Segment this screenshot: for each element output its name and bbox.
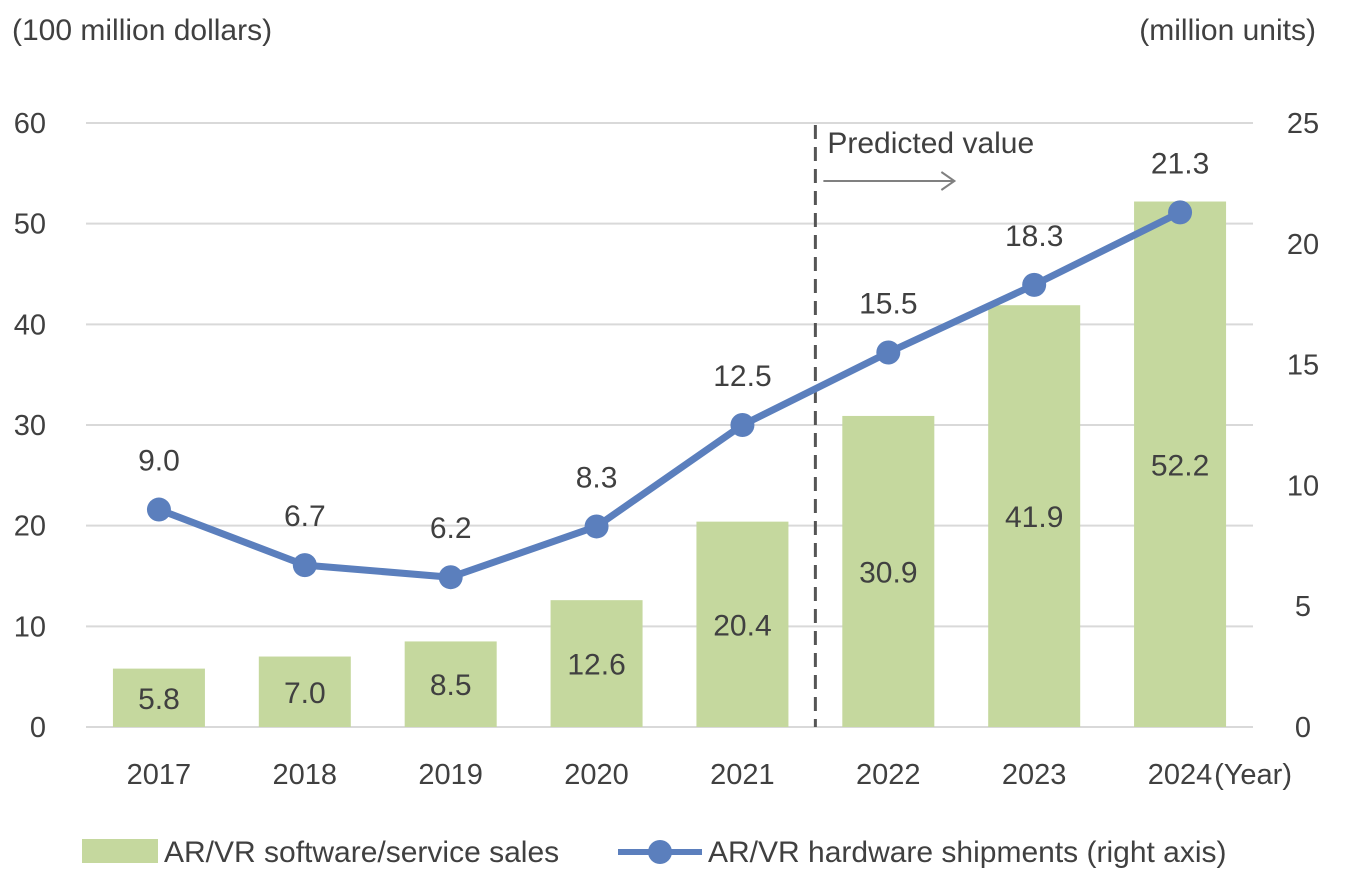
- right-axis-tick-label: 20: [1287, 229, 1319, 261]
- right-axis-tick-label: 10: [1287, 470, 1319, 502]
- left-axis-tick-label: 40: [14, 309, 46, 341]
- x-axis-tick-label: 2017: [127, 759, 192, 791]
- x-axis-tick-label: 2023: [1002, 759, 1067, 791]
- line-value-label: 12.5: [713, 360, 771, 393]
- x-axis-tick-label: 2021: [710, 759, 775, 791]
- line-value-label: 6.7: [284, 500, 326, 533]
- bar-value-label: 30.9: [859, 556, 917, 589]
- line-value-label: 6.2: [430, 512, 472, 545]
- x-axis-tick-label: 2022: [856, 759, 921, 791]
- line-value-label: 9.0: [138, 445, 180, 478]
- bar-value-label: 41.9: [1005, 501, 1063, 534]
- axes: (100 million dollars) (million units) 0 1…: [12, 14, 1319, 791]
- x-axis-tick-label: 2019: [418, 759, 483, 791]
- x-axis-tick-label: 2020: [564, 759, 629, 791]
- right-axis-tick-label: 0: [1295, 712, 1311, 744]
- gridlines: [86, 122, 1253, 728]
- bar: [258, 656, 351, 727]
- legend: AR/VR software/service sales AR/VR hardw…: [82, 836, 1227, 869]
- bar-series: 5.8 7.0 8.5 12.6 20.4 30.9 41.9 52.2: [112, 201, 1227, 727]
- line-point: [1022, 272, 1047, 297]
- line-value-label: 21.3: [1151, 147, 1209, 180]
- line-series: 9.0 6.7 6.2 8.3 12.5 15.5 18.3 21.3: [138, 147, 1209, 590]
- bar-value-label: 20.4: [713, 609, 771, 642]
- prediction-annotation: Predicted value: [813, 125, 1034, 727]
- x-axis-unit-label: (Year): [1214, 759, 1292, 791]
- line-point: [876, 340, 901, 365]
- line-value-label: 18.3: [1005, 220, 1063, 253]
- left-axis-tick-label: 60: [14, 108, 46, 140]
- bar-value-label: 12.6: [567, 649, 625, 682]
- left-axis-tick-label: 0: [30, 712, 46, 744]
- line-value-label: 8.3: [576, 461, 618, 494]
- line-value-label: 15.5: [859, 288, 917, 321]
- left-axis-tick-label: 50: [14, 209, 46, 241]
- bar: [988, 305, 1081, 727]
- x-axis-tick-label: 2024: [1148, 759, 1213, 791]
- line-point: [146, 497, 171, 522]
- left-axis-unit: (100 million dollars): [12, 14, 272, 47]
- prediction-arrowhead: [940, 171, 957, 191]
- line-point: [584, 514, 609, 539]
- right-axis-tick-label: 15: [1287, 350, 1319, 382]
- bar-value-label: 5.8: [138, 683, 180, 716]
- bar-value-label: 7.0: [284, 677, 326, 710]
- line-point: [730, 413, 755, 437]
- legend-bar-swatch: [82, 839, 158, 863]
- right-axis-tick-label: 5: [1295, 591, 1311, 623]
- left-axis-tick-label: 10: [14, 611, 46, 643]
- bar-value-label: 52.2: [1151, 449, 1209, 482]
- bar: [842, 415, 935, 727]
- bar: [550, 600, 643, 727]
- right-axis-tick-label: 25: [1287, 108, 1319, 140]
- bar: [696, 521, 789, 727]
- hardware-shipments-line: [157, 209, 1182, 581]
- legend-line-marker: [648, 840, 672, 864]
- line-point: [292, 553, 317, 578]
- bar: [404, 641, 497, 727]
- right-axis-unit: (million units): [1139, 14, 1316, 47]
- legend-bar-label: AR/VR software/service sales: [164, 836, 559, 869]
- prediction-label: Predicted value: [827, 127, 1034, 160]
- bar-value-label: 8.5: [430, 669, 472, 702]
- left-axis-tick-label: 30: [14, 410, 46, 442]
- line-point: [1168, 200, 1193, 225]
- line-point: [438, 565, 463, 590]
- left-axis-tick-label: 20: [14, 511, 46, 543]
- bar: [112, 668, 205, 727]
- x-axis-tick-label: 2018: [273, 759, 338, 791]
- bar: [1134, 201, 1227, 727]
- legend-line-label: AR/VR hardware shipments (right axis): [708, 836, 1227, 869]
